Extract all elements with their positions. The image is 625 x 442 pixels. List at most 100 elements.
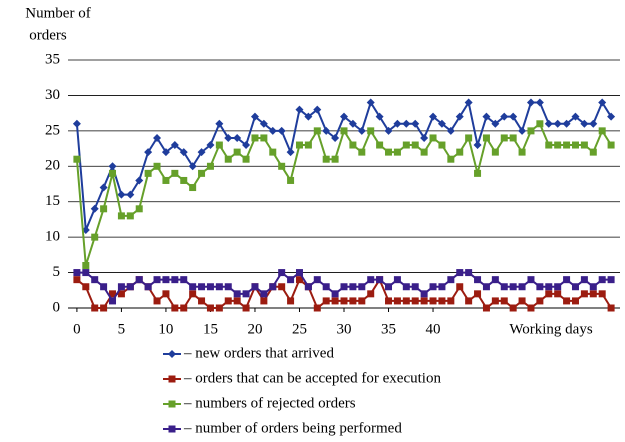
point (545, 290, 553, 298)
point (527, 304, 535, 312)
point (287, 276, 295, 284)
point (117, 283, 125, 291)
point (206, 141, 215, 150)
point (393, 297, 401, 305)
point (393, 119, 402, 128)
point (268, 126, 277, 135)
point (437, 119, 446, 128)
point (250, 112, 259, 121)
legend-marker (168, 375, 176, 383)
point (465, 269, 473, 277)
point (224, 133, 233, 142)
point (563, 297, 571, 305)
point (393, 276, 401, 284)
point (322, 283, 330, 291)
point (554, 290, 562, 298)
point (571, 112, 580, 121)
point (358, 283, 366, 291)
point (367, 127, 375, 135)
point (580, 276, 588, 284)
point (518, 148, 526, 156)
point (500, 297, 508, 305)
point (260, 134, 268, 142)
point (589, 283, 597, 291)
point (474, 290, 482, 298)
point (500, 134, 508, 142)
y-tick-label: 35 (45, 51, 60, 67)
point (349, 297, 357, 305)
point (313, 276, 321, 284)
point (109, 169, 117, 177)
point (153, 162, 161, 170)
point (393, 148, 401, 156)
point (385, 283, 393, 291)
point (189, 184, 197, 192)
point (189, 290, 197, 298)
point (402, 297, 410, 305)
point (180, 176, 188, 184)
point (286, 148, 295, 157)
x-tick-label: 5 (118, 321, 126, 337)
point (331, 155, 339, 163)
point (117, 212, 125, 220)
point (82, 261, 90, 269)
point (385, 148, 393, 156)
point (287, 297, 295, 305)
point (278, 162, 286, 170)
point (545, 283, 553, 291)
point (562, 119, 571, 128)
point (349, 141, 357, 149)
point (180, 276, 188, 284)
point (526, 98, 535, 107)
y-tick-label: 0 (53, 299, 61, 315)
point (411, 297, 419, 305)
point (447, 297, 455, 305)
point (340, 112, 348, 121)
point (385, 297, 393, 305)
y-axis-label: Number of (25, 5, 90, 21)
point (180, 304, 188, 312)
point (295, 276, 303, 284)
point (580, 290, 588, 298)
point (447, 155, 455, 163)
legend-label: – number of orders being performed (183, 420, 402, 436)
point (465, 297, 473, 305)
legend-label: – numbers of rejected orders (183, 395, 356, 411)
point (375, 112, 384, 121)
point (295, 141, 303, 149)
point (313, 105, 322, 114)
point (215, 304, 223, 312)
point (277, 126, 286, 135)
point (527, 127, 535, 135)
x-tick-label: 20 (247, 321, 262, 337)
point (536, 283, 544, 291)
x-tick-label: 40 (426, 321, 441, 337)
point (420, 133, 429, 142)
point (402, 119, 411, 128)
point (438, 141, 446, 149)
x-tick-label: 35 (381, 321, 396, 337)
x-tick-label: 10 (158, 321, 173, 337)
point (144, 148, 153, 157)
point (376, 276, 384, 284)
point (251, 134, 259, 142)
point (287, 176, 295, 184)
point (349, 283, 357, 291)
point (331, 297, 339, 305)
point (126, 212, 134, 220)
point (233, 133, 242, 142)
point (171, 276, 179, 284)
point (126, 283, 134, 291)
point (491, 297, 499, 305)
point (162, 176, 170, 184)
point (358, 297, 366, 305)
y-tick-label: 15 (45, 193, 60, 209)
point (242, 290, 250, 298)
legend-marker (168, 400, 176, 408)
point (108, 162, 117, 171)
point (553, 119, 562, 128)
point (571, 141, 579, 149)
point (304, 141, 312, 149)
point (278, 283, 286, 291)
point (233, 297, 241, 305)
